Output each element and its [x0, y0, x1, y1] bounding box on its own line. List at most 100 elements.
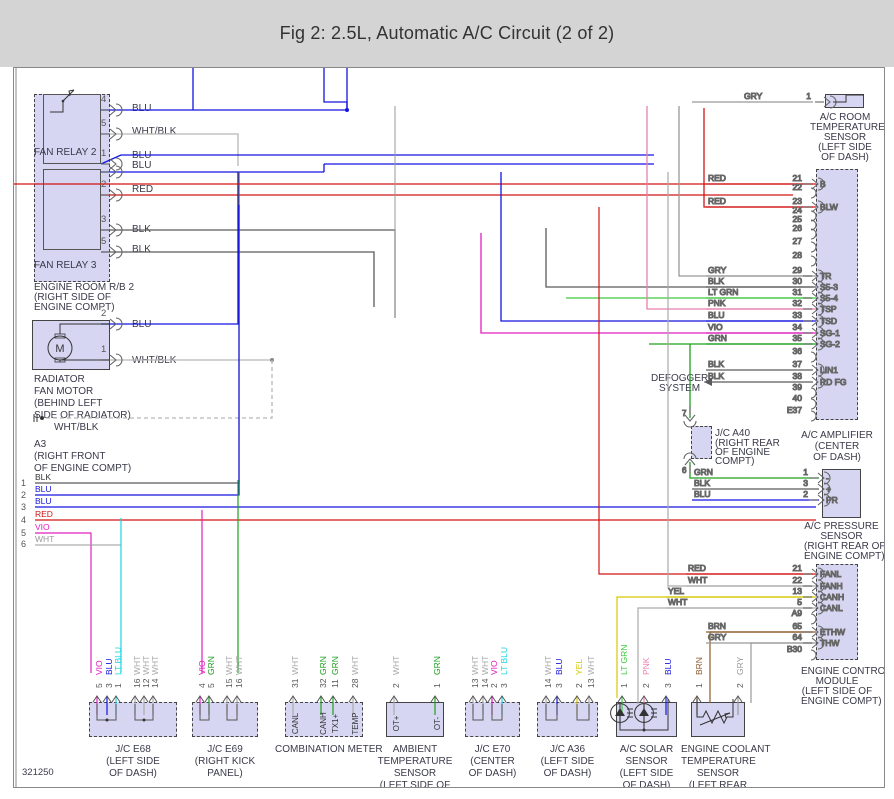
svg-text:WHT: WHT	[391, 656, 401, 675]
svg-text:VIO: VIO	[35, 522, 50, 532]
svg-text:RED: RED	[688, 563, 706, 573]
svg-text:64: 64	[793, 632, 803, 642]
svg-text:5: 5	[101, 236, 106, 247]
svg-text:WHT: WHT	[234, 656, 244, 675]
svg-text:TSP: TSP	[820, 304, 837, 314]
svg-text:1: 1	[694, 683, 704, 688]
svg-text:13: 13	[470, 678, 480, 688]
svg-text:7: 7	[682, 409, 687, 418]
svg-text:3: 3	[554, 683, 564, 688]
svg-text:YEL: YEL	[574, 659, 584, 675]
svg-text:VIO: VIO	[489, 660, 499, 675]
svg-text:WHT: WHT	[224, 656, 234, 675]
svg-text:GRN: GRN	[432, 656, 442, 675]
svg-text:GRN: GRN	[694, 467, 713, 477]
svg-text:PNK: PNK	[641, 657, 651, 675]
svg-text:1: 1	[21, 478, 26, 488]
svg-text:5: 5	[206, 683, 216, 688]
svg-text:RED: RED	[35, 509, 53, 519]
svg-text:BLU: BLU	[35, 496, 52, 506]
svg-text:27: 27	[793, 236, 803, 246]
svg-text:WHT: WHT	[586, 656, 596, 675]
svg-text:4: 4	[101, 94, 106, 105]
svg-text:SG-1: SG-1	[820, 328, 840, 338]
svg-text:TX1+: TX1+	[331, 714, 340, 734]
svg-text:VIO: VIO	[708, 322, 723, 332]
svg-text:LT BLU: LT BLU	[499, 647, 509, 675]
svg-text:2: 2	[489, 683, 499, 688]
svg-text:GRN: GRN	[708, 333, 727, 343]
svg-text:GRY: GRY	[735, 656, 745, 675]
svg-text:5: 5	[101, 118, 106, 129]
svg-text:13: 13	[793, 586, 803, 596]
svg-text:FANH: FANH	[820, 581, 843, 591]
svg-text:WHT: WHT	[543, 656, 553, 675]
svg-text:BLK: BLK	[35, 472, 51, 482]
svg-text:1: 1	[113, 683, 123, 688]
svg-text:BLU: BLU	[663, 658, 673, 675]
svg-text:PR: PR	[826, 495, 838, 505]
svg-text:39: 39	[793, 382, 803, 392]
svg-text:GRY: GRY	[708, 265, 727, 275]
svg-text:6: 6	[682, 466, 687, 475]
svg-text:BLK: BLK	[694, 478, 710, 488]
svg-text:S5-4: S5-4	[820, 293, 838, 303]
svg-text:11: 11	[330, 679, 340, 688]
svg-text:TEMP: TEMP	[351, 712, 360, 734]
svg-text:16: 16	[234, 678, 244, 688]
svg-text:-: -	[826, 473, 829, 483]
svg-text:15: 15	[224, 678, 234, 688]
svg-text:GRY: GRY	[744, 91, 763, 101]
svg-text:BLU: BLU	[35, 484, 52, 494]
svg-text:2: 2	[803, 489, 808, 499]
svg-text:RED: RED	[708, 196, 726, 206]
svg-text:WHT: WHT	[688, 575, 707, 585]
svg-text:B: B	[820, 179, 826, 189]
svg-text:WHT: WHT	[350, 656, 360, 675]
svg-text:1: 1	[619, 683, 629, 688]
svg-text:1: 1	[432, 683, 442, 688]
svg-text:BLK: BLK	[708, 276, 724, 286]
svg-text:+: +	[826, 484, 831, 494]
svg-text:B30: B30	[787, 644, 802, 654]
svg-text:2: 2	[21, 490, 26, 500]
svg-text:3: 3	[499, 683, 509, 688]
svg-text:14: 14	[543, 678, 553, 688]
svg-text:WHT: WHT	[470, 656, 480, 675]
svg-text:WHT: WHT	[668, 597, 687, 607]
svg-text:35: 35	[793, 333, 803, 343]
svg-text:37: 37	[793, 359, 803, 369]
svg-text:WHT: WHT	[150, 656, 160, 675]
svg-text:28: 28	[793, 250, 803, 260]
svg-text:RD FG: RD FG	[820, 377, 846, 387]
svg-text:26: 26	[793, 223, 803, 233]
svg-text:M: M	[55, 343, 64, 355]
svg-text:3: 3	[21, 502, 26, 512]
svg-text:33: 33	[793, 310, 803, 320]
svg-text:65: 65	[793, 621, 803, 631]
svg-text:CANH: CANH	[319, 712, 328, 735]
svg-text:21: 21	[793, 563, 803, 573]
svg-text:CANL: CANL	[820, 603, 843, 613]
svg-text:6: 6	[21, 539, 26, 549]
svg-text:22: 22	[793, 575, 803, 585]
svg-text:1: 1	[101, 148, 106, 159]
svg-text:3: 3	[663, 683, 673, 688]
svg-text:22: 22	[793, 182, 803, 192]
svg-text:CANH: CANH	[820, 592, 844, 602]
svg-text:40: 40	[793, 393, 803, 403]
svg-text:TSD: TSD	[820, 316, 837, 326]
svg-text:5: 5	[797, 597, 802, 607]
svg-text:OT-: OT-	[433, 717, 442, 731]
svg-text:BRN: BRN	[694, 657, 704, 675]
svg-text:BLU: BLU	[708, 310, 725, 320]
svg-text:32: 32	[318, 678, 328, 688]
svg-text:2: 2	[735, 683, 745, 688]
svg-text:GRY: GRY	[708, 632, 727, 642]
svg-text:BLW: BLW	[820, 202, 838, 212]
svg-text:RED: RED	[708, 173, 726, 183]
svg-text:BLU: BLU	[554, 658, 564, 675]
svg-text:WHT: WHT	[290, 656, 300, 675]
svg-text:YEL: YEL	[668, 586, 684, 596]
svg-text:28: 28	[350, 678, 360, 688]
